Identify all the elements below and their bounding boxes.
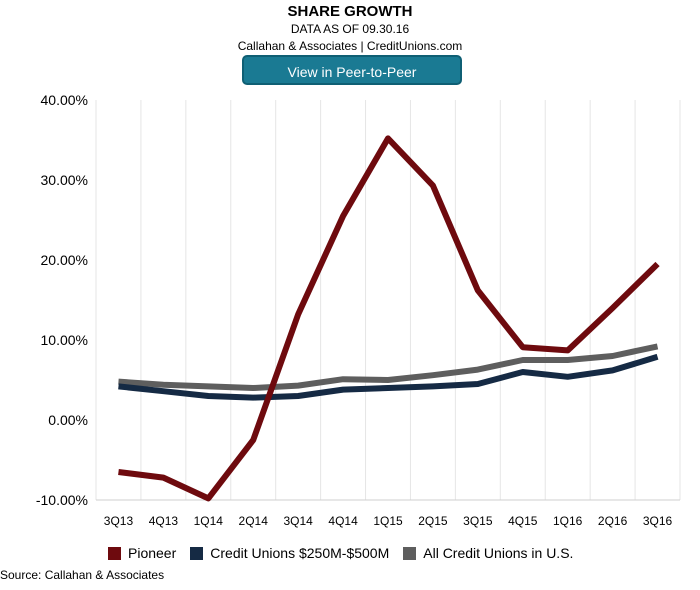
- x-tick-label: 3Q13: [104, 514, 134, 528]
- line-chart: -10.00% 0.00% 10.00% 20.00% 30.00% 40.00% 3Q13…: [36, 92, 681, 528]
- legend-swatch: [403, 546, 417, 560]
- chart-title: SHARE GROWTH: [287, 3, 413, 20]
- view-in-peer-to-peer-button[interactable]: View in Peer-to-Peer: [242, 55, 462, 85]
- x-tick-label: 4Q13: [149, 514, 179, 528]
- x-tick-label: 2Q16: [598, 514, 628, 528]
- x-tick-label: 2Q15: [418, 514, 448, 528]
- series-line-pioneer: [118, 135, 660, 502]
- x-tick-label: 3Q16: [643, 514, 673, 528]
- x-tick-label: 1Q15: [373, 514, 403, 528]
- x-tick-label: 4Q14: [328, 514, 358, 528]
- x-tick-label: 2Q14: [239, 514, 269, 528]
- legend-label: All Credit Unions in U.S.: [423, 545, 574, 561]
- chart-header: SHARE GROWTH DATA AS OF 09.30.16 Callaha…: [0, 0, 700, 55]
- legend-item-pioneer[interactable]: Pioneer: [108, 545, 176, 561]
- series-line-all-credit-unions-in-u-s: [118, 343, 659, 391]
- y-tick-label: 10.00%: [41, 332, 88, 348]
- series-line-credit-unions-250m-500m: [118, 353, 659, 401]
- x-tick-label: 1Q16: [553, 514, 583, 528]
- x-tick-label: 1Q14: [194, 514, 224, 528]
- y-tick-label: 0.00%: [48, 412, 88, 428]
- legend-swatch: [108, 546, 121, 560]
- chart-subtitle: DATA AS OF 09.30.16: [290, 22, 410, 36]
- y-tick-label: 30.00%: [41, 172, 88, 188]
- x-tick-label: 4Q15: [508, 514, 538, 528]
- y-tick-label: 40.00%: [41, 92, 88, 108]
- footer-source: Source: Callahan & Associates: [0, 568, 165, 582]
- x-tick-label: 3Q14: [283, 514, 313, 528]
- chart-attribution: Callahan & Associates | CreditUnions.com: [237, 39, 463, 53]
- y-tick-label: 20.00%: [41, 252, 88, 268]
- y-tick-label: -10.00%: [36, 492, 88, 508]
- legend-swatch: [190, 546, 204, 560]
- legend-item-all-credit-unions[interactable]: All Credit Unions in U.S.: [403, 545, 573, 561]
- legend-label: Pioneer: [128, 545, 177, 561]
- x-tick-label: 3Q15: [463, 514, 493, 528]
- legend-item-credit-unions-250m-500m[interactable]: Credit Unions $250M-$500M: [190, 545, 389, 561]
- chart-legend: Pioneer Credit Unions $250M-$500M All Cr…: [108, 545, 587, 561]
- legend-label: Credit Unions $250M-$500M: [210, 545, 390, 561]
